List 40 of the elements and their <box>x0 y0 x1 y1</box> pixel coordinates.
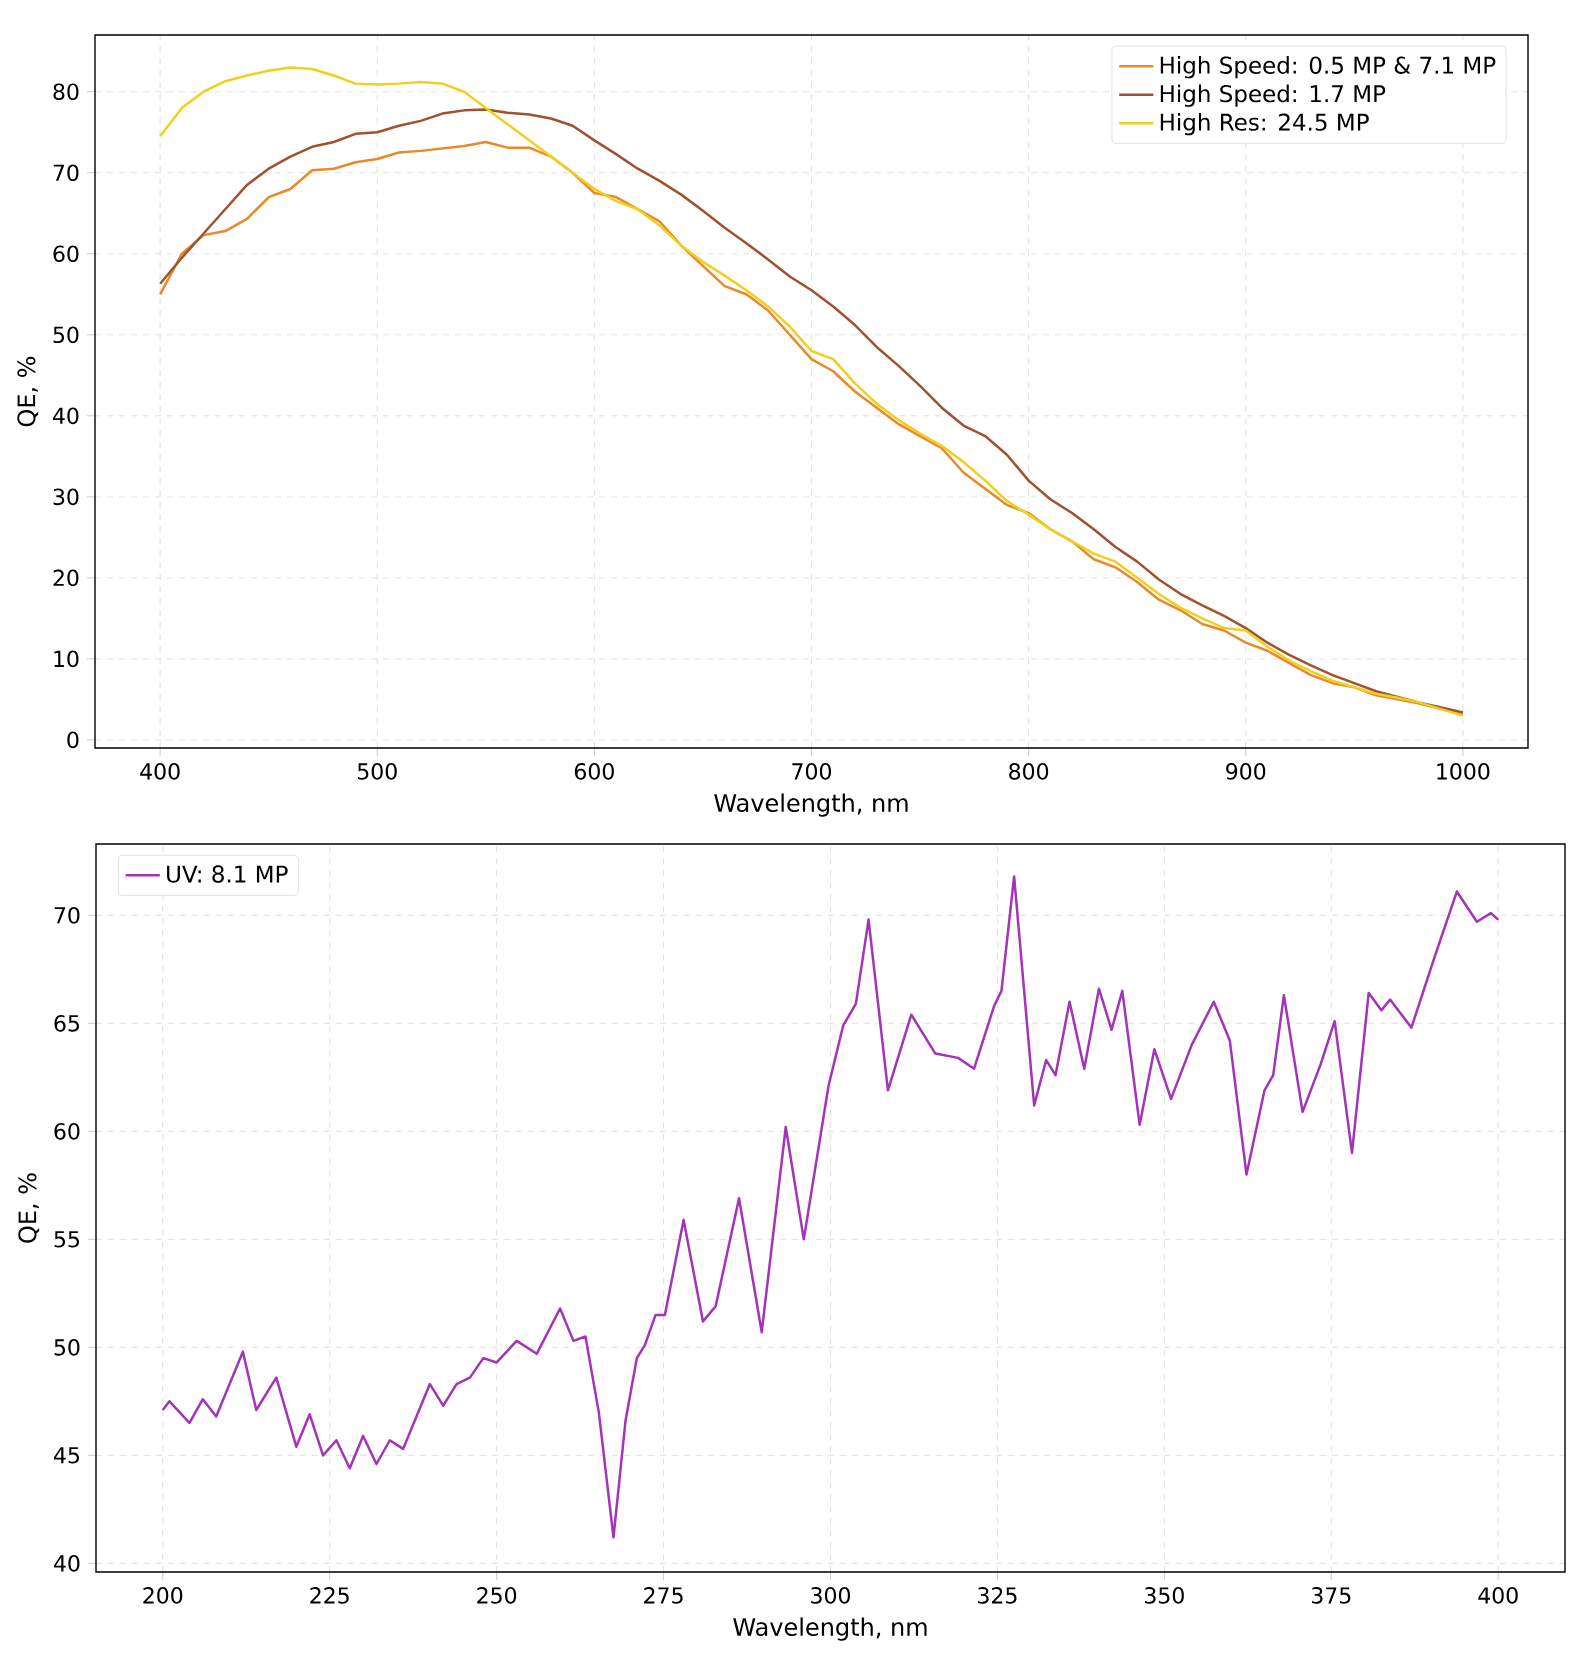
y-tick-label: 55 <box>54 1231 80 1248</box>
y-tick-label: 30 <box>53 488 79 506</box>
x-tick-label: 250 <box>477 1587 517 1604</box>
x-tick-label: 800 <box>1009 763 1049 780</box>
x-axis-title: Wavelength, nm <box>733 1617 927 1641</box>
x-tick-label: 275 <box>644 1587 683 1604</box>
y-tick-label: 70 <box>54 906 80 924</box>
x-tick-label: 200 <box>143 1587 183 1604</box>
x-tick-label: 375 <box>1311 1587 1351 1604</box>
y-tick-label: 65 <box>54 1015 80 1032</box>
x-tick-label: 600 <box>574 763 614 780</box>
y-tick-label: 10 <box>54 650 79 668</box>
y-tick-label: 50 <box>53 326 79 344</box>
y-tick-label: 45 <box>54 1447 80 1464</box>
y-tick-label: 60 <box>54 1123 80 1140</box>
x-tick-label: 1000 <box>1437 763 1490 780</box>
y-axis-title: QE, % <box>18 1173 40 1243</box>
x-tick-label: 350 <box>1145 1587 1184 1604</box>
x-tick-label: 400 <box>140 763 180 780</box>
y-tick-label: 50 <box>54 1339 80 1356</box>
y-tick-label: 40 <box>54 1555 80 1572</box>
x-tick-label: 225 <box>310 1587 349 1604</box>
legend-label: High Speed: 0.5 MP & 7.1 MP <box>1160 56 1496 79</box>
legend-label: High Speed: 1.7 MP <box>1160 84 1386 107</box>
y-tick-label: 80 <box>53 83 79 101</box>
y-tick-label: 70 <box>53 164 79 182</box>
x-tick-label: 500 <box>357 763 397 780</box>
x-tick-label: 700 <box>792 763 831 780</box>
legend-label: High Res: 24.5 MP <box>1160 113 1369 136</box>
legend-label: UV: 8.1 MP <box>167 865 288 883</box>
x-tick-label: 300 <box>811 1587 850 1604</box>
y-tick-label: 40 <box>53 407 79 425</box>
x-tick-label: 325 <box>978 1587 1017 1604</box>
y-axis-title: QE, % <box>17 356 39 427</box>
x-tick-label: 400 <box>1478 1587 1518 1604</box>
y-tick-label: 60 <box>53 245 79 263</box>
x-axis-title: Wavelength, nm <box>714 793 908 817</box>
y-tick-label: 20 <box>53 569 79 587</box>
y-tick-label: 0 <box>67 731 79 749</box>
x-tick-label: 900 <box>1226 763 1266 780</box>
